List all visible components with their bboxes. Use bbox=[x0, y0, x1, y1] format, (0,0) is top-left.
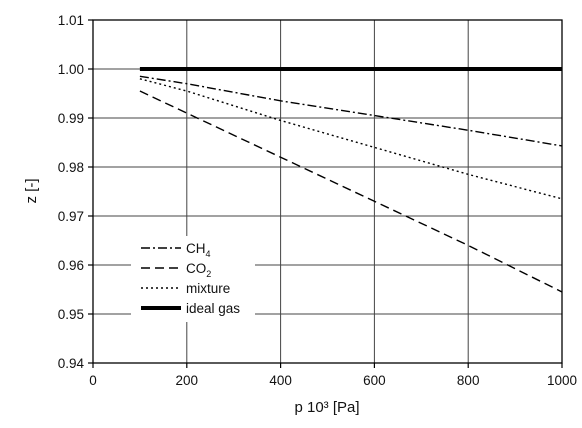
x-tick-label: 800 bbox=[457, 373, 480, 388]
x-axis-title: p 10³ [Pa] bbox=[294, 399, 359, 416]
y-tick-label: 1.01 bbox=[58, 13, 84, 28]
legend-label: mixture bbox=[186, 281, 230, 296]
x-tick-label: 1000 bbox=[547, 373, 577, 388]
legend-label: CH4 bbox=[186, 241, 211, 259]
y-tick-label: 0.98 bbox=[58, 160, 84, 175]
y-axis-title: z [-] bbox=[23, 179, 40, 204]
y-tick-label: 1.00 bbox=[58, 62, 84, 77]
series-line-mixture bbox=[139, 78, 563, 200]
y-tick-label: 0.99 bbox=[58, 111, 84, 126]
y-tick-label: 0.97 bbox=[58, 209, 84, 224]
plot-frame bbox=[92, 19, 563, 364]
x-tick-label: 200 bbox=[176, 373, 199, 388]
series-group bbox=[139, 67, 563, 293]
legend: CH4 CO2 mixture ideal gas bbox=[131, 236, 255, 322]
axis-ticks: 0 200 400 600 800 1000 0.94 0.95 0.96 0.97 0.98 0.9… bbox=[58, 13, 577, 388]
y-tick-label: 0.95 bbox=[58, 307, 84, 322]
x-tick-label: 0 bbox=[89, 373, 97, 388]
legend-label: CO2 bbox=[186, 261, 211, 279]
series-line-co2 bbox=[139, 90, 563, 293]
series-line-ch4 bbox=[139, 75, 563, 147]
legend-label: ideal gas bbox=[186, 301, 240, 316]
y-tick-label: 0.94 bbox=[58, 356, 85, 371]
x-tick-label: 400 bbox=[269, 373, 292, 388]
x-tick-label: 600 bbox=[363, 373, 386, 388]
y-tick-label: 0.96 bbox=[58, 258, 84, 273]
